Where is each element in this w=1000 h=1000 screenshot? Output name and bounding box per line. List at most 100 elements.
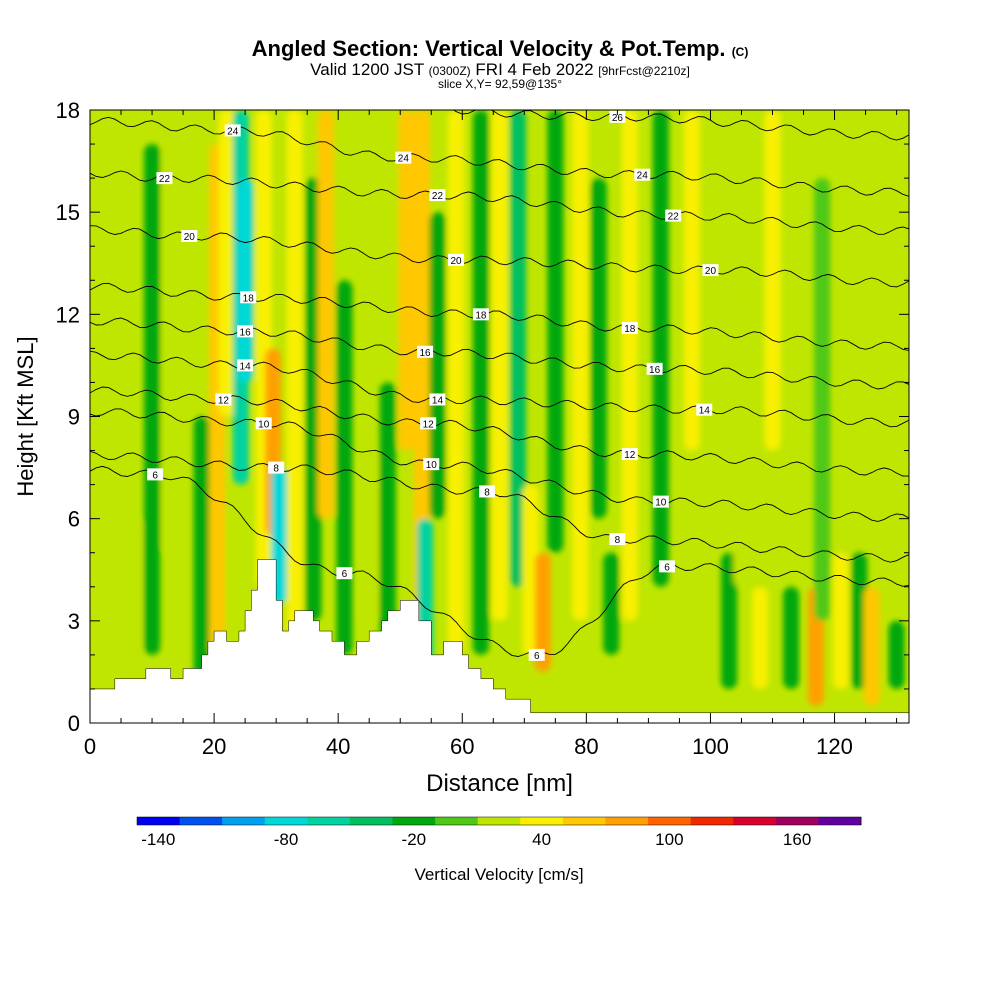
isentrope-label-bg (621, 321, 638, 334)
isentrope-label-bg (336, 567, 353, 580)
x-tick-label: 120 (816, 734, 853, 759)
x-tick-label: 20 (202, 734, 226, 759)
velocity-cell (429, 212, 446, 519)
isentrope-label-bg (240, 291, 257, 304)
colorbar-swatch (435, 817, 479, 825)
velocity-cell (652, 110, 669, 587)
isentrope-label-bg (224, 124, 241, 137)
isentrope-label: 12 (423, 419, 435, 430)
velocity-cell (683, 110, 700, 451)
y-tick-label: 0 (68, 711, 80, 736)
isentrope-label: 10 (258, 419, 270, 430)
isentrope-label-bg (147, 468, 164, 481)
isentrope-label: 18 (475, 310, 487, 321)
isentrope-labels: 6 6 6 6 8 8 8 10 10 10 12 12 12 14 14 14 16 16 16 18 18 18 20 2… (147, 110, 719, 662)
velocity-cell (218, 110, 235, 417)
isentrope-label-bg (479, 485, 496, 498)
colorbar-swatch (733, 817, 777, 825)
velocity-cell (472, 110, 489, 655)
velocity-cell (863, 586, 880, 706)
colorbar-swatch (520, 817, 564, 825)
colorbar-swatch (562, 817, 606, 825)
colorbar-tick-label: 160 (783, 830, 811, 849)
colorbar-tick-label: 100 (655, 830, 683, 849)
isentrope-label: 22 (668, 212, 680, 223)
isentrope-label-bg (448, 253, 465, 266)
isentrope-label: 6 (534, 651, 540, 662)
plot-area: 6 6 6 6 8 8 8 10 10 10 12 12 12 14 14 14 16 16 16 18 18 18 20 2… (90, 110, 909, 723)
velocity-cell (832, 552, 849, 689)
velocity-cell (764, 110, 781, 451)
y-tick-label: 3 (68, 609, 80, 634)
isentrope-label: 20 (451, 256, 463, 267)
isentrope-label-bg (255, 417, 272, 430)
chart-title: Angled Section: Vertical Velocity & Pot.… (251, 36, 749, 61)
isentrope-label: 14 (432, 395, 444, 406)
isentrope-line (90, 408, 909, 522)
isentrope-label: 6 (152, 470, 158, 481)
colorbar-frame (136, 816, 862, 826)
isentrope-label-bg (156, 172, 173, 185)
isentrope-line (90, 317, 909, 390)
isentrope-label-bg (659, 560, 676, 573)
x-tick-label: 100 (692, 734, 729, 759)
x-tick-label: 60 (450, 734, 474, 759)
isentrope-label-bg (665, 209, 682, 222)
isentrope-label: 16 (649, 365, 661, 376)
isentrope-label: 8 (273, 464, 279, 475)
isentrope-label: 22 (159, 174, 171, 185)
isentrope-label-bg (429, 189, 446, 202)
velocity-cell (336, 280, 353, 655)
velocity-cell (851, 552, 868, 689)
isentrope-line (90, 450, 909, 563)
velocity-cell (547, 110, 564, 553)
isentrope-label: 26 (612, 113, 624, 124)
isentrope-label-bg (696, 403, 713, 416)
colorbar-swatch (349, 817, 394, 825)
isentrope-label: 8 (615, 535, 621, 546)
isentrope-line (90, 225, 909, 288)
isentropes (90, 110, 909, 657)
isentrope-line (90, 350, 909, 428)
isentrope-label: 16 (240, 327, 252, 338)
isentrope-label-bg (181, 230, 198, 243)
velocity-cell (621, 110, 638, 621)
colorbar-tick-label: -80 (274, 830, 299, 849)
isentrope-line (90, 282, 909, 351)
isentrope-label: 24 (398, 154, 410, 165)
colorbar-swatch (477, 817, 521, 825)
velocity-cell (783, 586, 800, 689)
velocity-cell (398, 110, 415, 451)
isentrope-label: 16 (419, 348, 431, 359)
y-tick-label: 9 (68, 405, 80, 430)
velocity-cell (603, 552, 620, 655)
isentrope-label: 22 (432, 191, 444, 202)
colorbar-swatch (264, 817, 308, 825)
x-tick-label: 40 (326, 734, 350, 759)
axes: 0 20 40 60 80 100 120 0 3 6 9 12 15 18 (56, 98, 909, 759)
slice-caption: slice X,Y= 92,59@135° (437, 77, 563, 91)
colorbar-tick-label: 40 (532, 830, 551, 849)
colorbar-swatch (648, 817, 692, 825)
isentrope-label-bg (420, 417, 437, 430)
velocity-cell (522, 484, 539, 655)
colorbar-swatch (818, 817, 862, 825)
y-tick-label: 6 (68, 507, 80, 532)
velocity-cell (888, 620, 905, 689)
velocity-cell (193, 416, 210, 689)
isentrope-label-bg (609, 533, 626, 546)
colorbar: -140 -80 -20 40 100 160 (136, 816, 862, 849)
isentrope-label-bg (417, 345, 434, 358)
isentrope-label: 18 (243, 293, 255, 304)
isentrope-label: 12 (218, 395, 230, 406)
velocity-cell (534, 552, 551, 672)
colorbar-swatch (137, 817, 181, 825)
velocity-cell (143, 144, 161, 655)
isentrope-label-bg (237, 325, 254, 338)
velocity-cell (162, 144, 179, 553)
velocity-cell (125, 518, 142, 689)
velocity-cell (590, 178, 607, 519)
y-axis-label: Height [Kft MSL] (13, 336, 38, 496)
colorbar-tick-label: -140 (141, 830, 175, 849)
isentrope-label: 14 (240, 361, 252, 372)
